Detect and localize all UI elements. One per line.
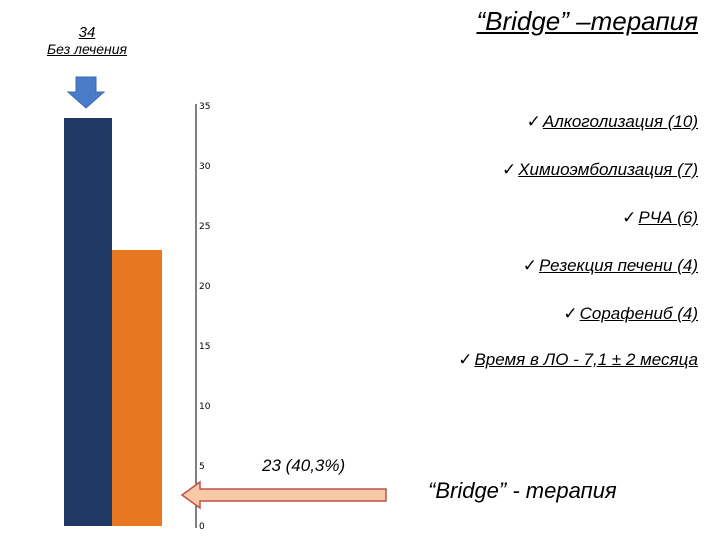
check-icon: ✓ [563, 304, 578, 323]
slide-title: “Bridge” –терапия [476, 6, 698, 36]
check-item: ✓ Сорафениб (4) [563, 304, 698, 324]
y-tick-label: 20 [199, 282, 211, 292]
no-treatment-label: 34 Без лечения [32, 24, 142, 58]
check-icon: ✓ [526, 112, 541, 131]
y-tick-label: 5 [199, 462, 205, 472]
down-arrow-icon [66, 76, 106, 109]
check-item-label: Алкоголизация (10) [542, 112, 698, 131]
check-item: ✓ Химиоэмболизация (7) [502, 160, 698, 180]
y-tick-label: 0 [199, 522, 205, 532]
y-tick-label: 15 [199, 342, 210, 352]
y-tick-label: 30 [199, 162, 211, 172]
check-item-label: РЧА (6) [638, 208, 698, 227]
bridge-caption: “Bridge” - терапия [428, 478, 617, 503]
check-item: ✓ Алкоголизация (10) [527, 112, 698, 132]
bar [112, 250, 162, 526]
check-item-label: Резекция печени (4) [538, 256, 698, 275]
check-icon: ✓ [458, 350, 473, 369]
check-item-label: Сорафениб (4) [579, 304, 698, 323]
check-item: ✓ Резекция печени (4) [523, 256, 698, 276]
y-tick-label: 25 [199, 222, 210, 232]
bar [64, 118, 112, 526]
check-icon: ✓ [501, 160, 517, 179]
check-item: ✓ Время в ЛО - 7,1 ± 2 месяца [458, 350, 698, 370]
check-icon: ✓ [522, 256, 537, 275]
check-icon: ✓ [622, 208, 637, 227]
bridge-bar-label: 23 (40,3%) [262, 456, 346, 475]
no-treatment-text: Без лечения [46, 41, 128, 57]
y-tick-label: 35 [199, 102, 210, 112]
y-tick-label: 10 [199, 402, 211, 412]
no-treatment-count: 34 [78, 24, 96, 41]
left-arrow-icon [180, 480, 387, 510]
check-item-label: Химиоэмболизация (7) [518, 160, 698, 179]
check-item: ✓ РЧА (6) [622, 208, 698, 228]
check-item-label: Время в ЛО - 7,1 ± 2 месяца [474, 350, 698, 369]
